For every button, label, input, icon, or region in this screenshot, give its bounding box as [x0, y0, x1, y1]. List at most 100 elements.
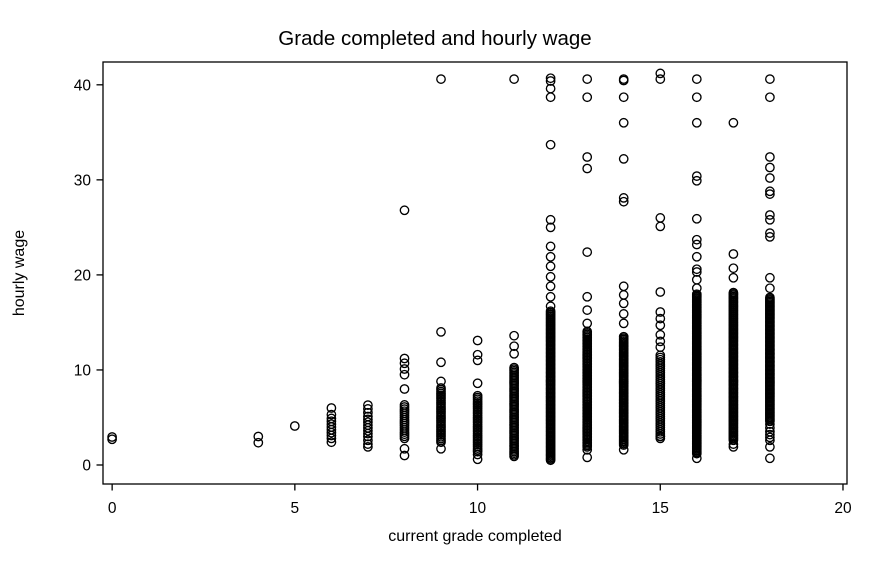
- data-point: [582, 74, 593, 84]
- data-point: [582, 291, 593, 302]
- data-point: [655, 320, 666, 331]
- data-point: [545, 306, 556, 317]
- chart-title: Grade completed and hourly wage: [278, 27, 592, 50]
- data-point: [728, 117, 739, 128]
- x-tick-label: 5: [291, 500, 300, 517]
- data-point: [655, 350, 666, 361]
- data-point: [436, 74, 446, 84]
- data-point: [399, 400, 410, 410]
- data-point: [253, 437, 264, 448]
- data-point: [691, 239, 702, 250]
- data-point: [436, 357, 446, 368]
- data-point: [618, 298, 629, 309]
- data-point: [472, 335, 483, 346]
- data-point: [765, 92, 775, 103]
- data-point: [691, 267, 702, 277]
- data-point: [545, 241, 556, 252]
- data-point: [691, 117, 702, 128]
- data-point: [765, 186, 775, 197]
- data-point: [618, 117, 629, 128]
- data-point: [655, 74, 666, 84]
- data-point: [765, 429, 775, 440]
- data-point: [472, 454, 483, 465]
- data-point: [691, 92, 702, 103]
- data-point: [618, 309, 629, 319]
- data-point: [436, 327, 446, 337]
- data-point: [509, 341, 519, 352]
- data-point: [728, 287, 739, 298]
- data-point: [545, 261, 556, 272]
- data-point: [509, 74, 519, 84]
- data-point: [655, 342, 666, 352]
- data-point: [582, 163, 593, 174]
- data-point: [765, 74, 775, 84]
- data-point: [765, 232, 775, 242]
- data-point: [655, 313, 666, 324]
- data-point: [655, 213, 666, 223]
- data-point: [582, 452, 593, 463]
- data-point: [582, 318, 593, 329]
- data-point: [472, 378, 483, 389]
- y-tick-label: 20: [74, 267, 92, 284]
- data-point: [618, 290, 629, 300]
- data-point: [436, 383, 446, 393]
- data-point: [655, 221, 666, 232]
- data-points: [107, 68, 775, 466]
- data-point: [618, 318, 629, 329]
- data-point: [582, 326, 593, 337]
- x-tick-label: 20: [834, 500, 852, 517]
- data-point: [363, 431, 373, 442]
- data-point: [582, 92, 593, 103]
- data-point: [399, 443, 410, 454]
- x-axis-ticks: 0 5 10 15 20: [108, 484, 852, 517]
- data-point: [326, 409, 337, 420]
- x-tick-label: 0: [108, 500, 117, 517]
- data-point: [691, 171, 702, 181]
- data-point: [728, 263, 739, 274]
- x-tick-label: 15: [652, 500, 669, 517]
- data-point: [691, 251, 702, 262]
- data-point: [545, 271, 556, 282]
- data-point: [399, 364, 410, 374]
- y-tick-label: 0: [82, 457, 91, 474]
- data-point: [765, 214, 775, 225]
- data-point: [618, 75, 629, 86]
- data-point: [618, 92, 629, 103]
- data-point: [363, 435, 373, 446]
- data-point: [691, 289, 702, 300]
- data-point: [655, 336, 666, 347]
- plot-frame: [102, 61, 848, 485]
- data-point: [765, 162, 775, 173]
- data-point: [765, 292, 775, 303]
- data-point: [399, 205, 410, 216]
- data-point: [545, 281, 556, 292]
- data-point: [582, 305, 593, 315]
- data-point: [618, 281, 629, 292]
- data-point: [399, 384, 410, 394]
- data-point: [691, 74, 702, 84]
- data-point: [399, 450, 410, 461]
- data-point: [618, 331, 629, 342]
- data-point: [765, 228, 775, 238]
- data-point: [326, 427, 337, 438]
- data-point: [765, 432, 775, 443]
- data-point: [399, 358, 410, 369]
- y-tick-label: 10: [74, 362, 92, 379]
- data-point: [618, 193, 629, 203]
- data-point: [545, 139, 556, 150]
- data-point: [728, 249, 739, 259]
- data-point: [545, 76, 556, 86]
- data-point: [363, 428, 373, 439]
- data-point: [545, 222, 556, 233]
- data-point: [326, 437, 337, 448]
- data-point: [107, 434, 117, 445]
- data-point: [545, 214, 556, 225]
- data-point: [765, 189, 775, 199]
- data-point: [691, 175, 702, 186]
- data-point: [545, 251, 556, 262]
- data-point: [618, 154, 629, 164]
- data-point: [655, 329, 666, 340]
- data-point: [363, 404, 373, 414]
- data-point: [509, 362, 519, 373]
